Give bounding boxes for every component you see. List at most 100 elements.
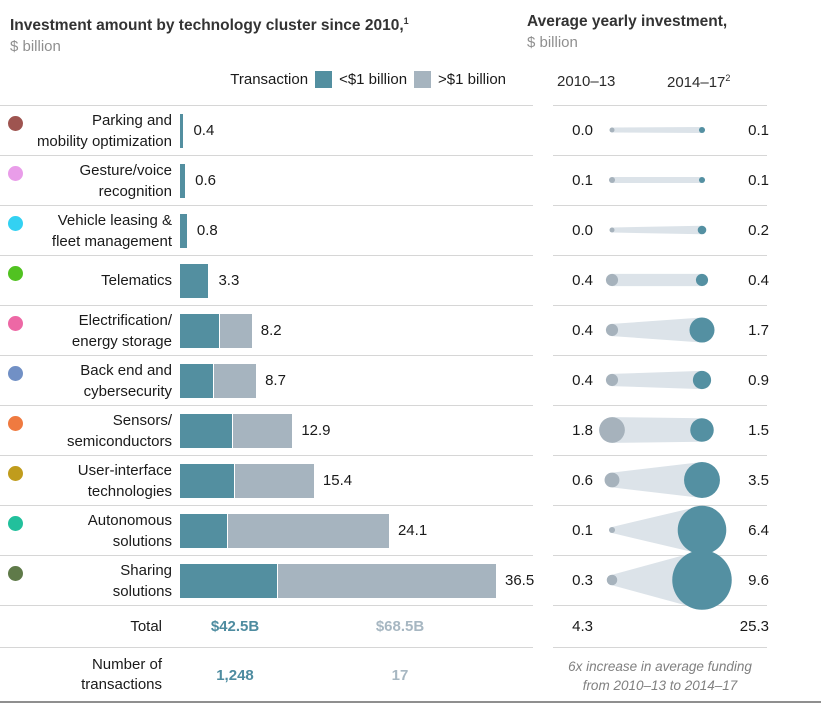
total-label: Total	[130, 617, 162, 635]
bar-value-label: 0.4	[193, 122, 215, 139]
funding-increase-note: 6x increase in average funding from 2010…	[568, 659, 752, 693]
chart-title: Investment amount by technology cluster …	[10, 16, 409, 35]
legend: Transaction <$1 billion >$1 billion	[180, 69, 506, 89]
avg-2014-17-value: 1.5	[748, 422, 769, 439]
legend-swatch-gt1	[414, 70, 432, 88]
transactions-lt1-count: 1,248	[216, 666, 254, 684]
cluster-row: Sensors/semiconductors 12.9 1.8 1.5	[0, 405, 821, 455]
cluster-label: Gesture/voice recognition	[0, 156, 172, 205]
legend-swatch-lt1	[315, 70, 333, 88]
cluster-label-line: Gesture/voice	[79, 161, 172, 179]
bar-segment-lt1	[180, 114, 184, 148]
cluster-label-line: Autonomous	[87, 511, 172, 529]
cluster-row: Back end and cybersecurity 8.7 0.4 0.9	[0, 355, 821, 405]
cluster-label-line: Sensors/	[112, 411, 172, 429]
bar-value-label: 3.3	[218, 272, 240, 289]
cluster-row-right: 0.1 0.1	[553, 155, 769, 205]
transactions-row-left: Number of transactions 1,248 17	[0, 647, 533, 702]
cluster-label: Vehicle leasing & fleet management	[0, 206, 172, 255]
avg-2014-17-value: 6.4	[748, 522, 769, 539]
bar-value-label: 15.4	[322, 472, 353, 489]
avg-2010-13-value: 0.1	[572, 522, 593, 539]
legend-title: Transaction	[230, 70, 309, 88]
cluster-label: Sharing solutions	[0, 556, 172, 605]
bar-value-label: 8.2	[260, 322, 282, 339]
total-avg-2014-17: 25.3	[739, 618, 769, 635]
avg-2014-17-value: 0.9	[748, 372, 769, 389]
cluster-row: Telematics 3.3 0.4 0.4	[0, 255, 821, 305]
investment-bar	[180, 214, 187, 248]
cluster-row-left: Electrification/energy storage 8.2	[0, 305, 533, 355]
bubble-chart-subtitle: $ billion	[527, 34, 578, 51]
cluster-row-left: Gesture/voice recognition 0.6	[0, 155, 533, 205]
funding-note-panel: 6x increase in average funding from 2010…	[553, 647, 767, 702]
cluster-row: Sharing solutions 36.5 0.3 9.6	[0, 555, 821, 605]
investment-bar	[180, 264, 209, 298]
total-row-left: Total $42.5B $68.5B	[0, 605, 533, 647]
cluster-row-left: Sharing solutions 36.5	[0, 555, 534, 605]
bottom-rule	[0, 701, 821, 703]
cluster-row: Parking and mobility optimization 0.4 0.0 0.…	[0, 105, 821, 155]
avg-2014-17-value: 1.7	[748, 322, 769, 339]
total-lt1-value: $42.5B	[210, 618, 260, 635]
column-header-2010-13: 2010–13	[557, 73, 616, 90]
cluster-row-left: Sensors/semiconductors 12.9	[0, 405, 533, 455]
avg-2014-17-value: 0.2	[748, 222, 769, 239]
cluster-label: User-interface technologies	[0, 456, 172, 505]
cluster-label-line: Sharing	[120, 561, 172, 579]
chart-subtitle: $ billion	[10, 38, 61, 56]
cluster-label-line: semiconductors	[66, 432, 172, 450]
cluster-label: Electrification/energy storage	[0, 306, 172, 355]
cluster-label-line: User-interface	[77, 461, 172, 479]
cluster-label-line: solutions	[112, 582, 172, 600]
bar-segment-gt1	[234, 464, 314, 498]
total-avg-2010-13: 4.3	[572, 618, 593, 635]
avg-2010-13-value: 0.4	[572, 272, 593, 289]
bar-segment-lt1	[180, 264, 209, 298]
investment-bar	[180, 164, 186, 198]
bar-segment-lt1	[180, 364, 213, 398]
bar-value-label: 0.8	[196, 222, 218, 239]
cluster-label: Sensors/semiconductors	[0, 406, 172, 455]
legend-label-lt1: <$1 billion	[339, 70, 408, 88]
cluster-label-line: solutions	[112, 532, 172, 550]
cluster-label-line: fleet management	[51, 232, 172, 250]
bar-segment-lt1	[180, 564, 277, 598]
total-gt1-value: $68.5B	[375, 618, 425, 635]
cluster-dot	[8, 366, 23, 381]
avg-2010-13-value: 0.6	[572, 472, 593, 489]
cluster-label: Telematics	[0, 256, 172, 305]
total-row: Total $42.5B $68.5B 4.3 25.3	[0, 605, 821, 647]
avg-2010-13-value: 1.8	[572, 422, 593, 439]
cluster-row: Gesture/voice recognition 0.6 0.1 0.1	[0, 155, 821, 205]
cluster-row-right: 0.4 0.4	[553, 255, 769, 305]
cluster-dot	[8, 216, 23, 231]
cluster-label-line: technologies	[87, 482, 172, 500]
cluster-label-line: Telematics	[101, 272, 172, 289]
cluster-dot	[8, 416, 23, 431]
cluster-dot	[8, 516, 23, 531]
investment-bar	[180, 114, 184, 148]
cluster-label-line: cybersecurity	[83, 382, 172, 400]
avg-2010-13-value: 0.4	[572, 322, 593, 339]
bubble-chart-title: Average yearly investment,	[527, 13, 728, 30]
cluster-row-left: Autonomous solutions 24.1	[0, 505, 533, 555]
cluster-row-right: 0.4 1.7	[553, 305, 769, 355]
cluster-row-right: 1.8 1.5	[553, 405, 769, 455]
cluster-label-line: energy storage	[71, 332, 172, 350]
cluster-row-right: 0.0 0.1	[553, 105, 769, 155]
transactions-row: Number of transactions 1,248 17 6x incre…	[0, 647, 821, 702]
column-header-2014-17: 2014–172	[667, 73, 731, 91]
transactions-gt1-count: 17	[391, 666, 409, 684]
investment-bar	[180, 514, 389, 548]
bar-segment-lt1	[180, 214, 187, 248]
cluster-row-right: 0.6 3.5	[553, 455, 769, 505]
avg-2014-17-value: 0.4	[748, 272, 769, 289]
bar-value-label: 12.9	[301, 422, 331, 439]
cluster-label-line: Parking and	[91, 111, 172, 129]
cluster-row: Autonomous solutions 24.1 0.1 6.4	[0, 505, 821, 555]
bar-segment-gt1	[232, 414, 293, 448]
cluster-row-left: User-interface technologies 15.4	[0, 455, 533, 505]
cluster-dot	[8, 466, 23, 481]
